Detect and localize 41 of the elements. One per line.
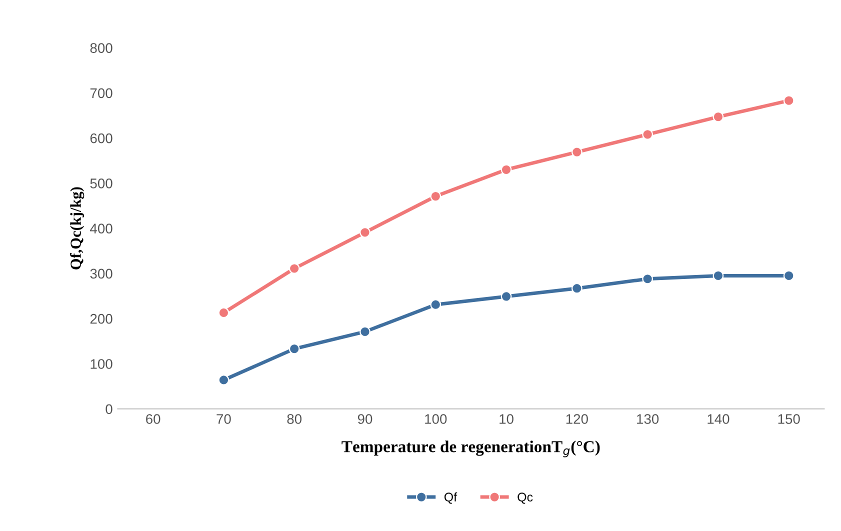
x-tick-label: 80 — [287, 414, 302, 424]
legend-label: Qf — [444, 492, 458, 504]
point — [430, 299, 442, 310]
point — [783, 270, 794, 282]
point — [288, 263, 300, 274]
y-tick-label: 800 — [90, 43, 112, 53]
x-tick-label: 150 — [778, 414, 800, 424]
y-tick-label: 0 — [106, 404, 112, 414]
y-tick-label: 200 — [90, 314, 112, 324]
point — [500, 291, 512, 302]
y-tick-label: 300 — [90, 268, 112, 279]
x-tick-label: 10 — [500, 414, 514, 424]
x-tick-label: 130 — [637, 414, 659, 424]
x-tick-label: 120 — [566, 414, 588, 424]
x-tick-label: 90 — [358, 414, 372, 424]
x-tick-label: 140 — [708, 414, 730, 424]
point — [712, 270, 724, 282]
y-axis-title: Qf,Qc(kj/kg) — [70, 187, 84, 270]
legend-label: Qc — [518, 492, 533, 504]
point — [783, 95, 794, 106]
x-tick-label: 100 — [425, 414, 447, 424]
point — [572, 146, 582, 158]
point — [572, 282, 582, 294]
x-tick-label: 70 — [216, 414, 231, 424]
point — [288, 343, 300, 354]
y-tick-label: 700 — [90, 88, 112, 98]
y-tick-label: 100 — [90, 359, 112, 369]
point — [712, 111, 724, 122]
point — [360, 326, 370, 338]
point — [430, 190, 442, 202]
y-tick-label: 400 — [90, 224, 112, 234]
y-tick-label: 600 — [90, 133, 112, 144]
point — [642, 273, 653, 284]
point — [218, 307, 230, 318]
x-axis-title: Temperature de regenerationT$_{g}$(°C) — [342, 440, 600, 458]
y-tick-label: 500 — [90, 178, 112, 188]
point — [500, 164, 512, 176]
x-tick-label: 60 — [146, 414, 160, 424]
point — [642, 129, 653, 140]
point — [218, 374, 230, 386]
point — [360, 226, 370, 238]
